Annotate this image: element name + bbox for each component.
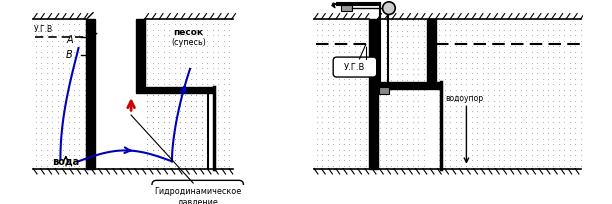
Text: давление: давление	[177, 198, 218, 204]
Text: (супесь): (супесь)	[171, 38, 206, 47]
Text: Гидродинамическое: Гидродинамическое	[154, 187, 241, 196]
Polygon shape	[368, 19, 378, 169]
Polygon shape	[136, 19, 144, 87]
FancyBboxPatch shape	[333, 57, 376, 77]
Text: А: А	[66, 35, 73, 45]
Text: вода: вода	[52, 156, 80, 166]
Polygon shape	[427, 19, 436, 82]
Text: песок: песок	[174, 28, 204, 37]
Text: У.Г.В: У.Г.В	[34, 26, 53, 34]
FancyBboxPatch shape	[152, 180, 244, 204]
Text: У.Г.В: У.Г.В	[344, 63, 365, 72]
Polygon shape	[378, 82, 441, 89]
Text: В: В	[66, 50, 73, 60]
Polygon shape	[136, 87, 214, 93]
Text: водоупор: водоупор	[446, 94, 483, 103]
Polygon shape	[86, 19, 95, 169]
Polygon shape	[341, 6, 353, 11]
Polygon shape	[379, 87, 389, 94]
Circle shape	[382, 2, 395, 14]
